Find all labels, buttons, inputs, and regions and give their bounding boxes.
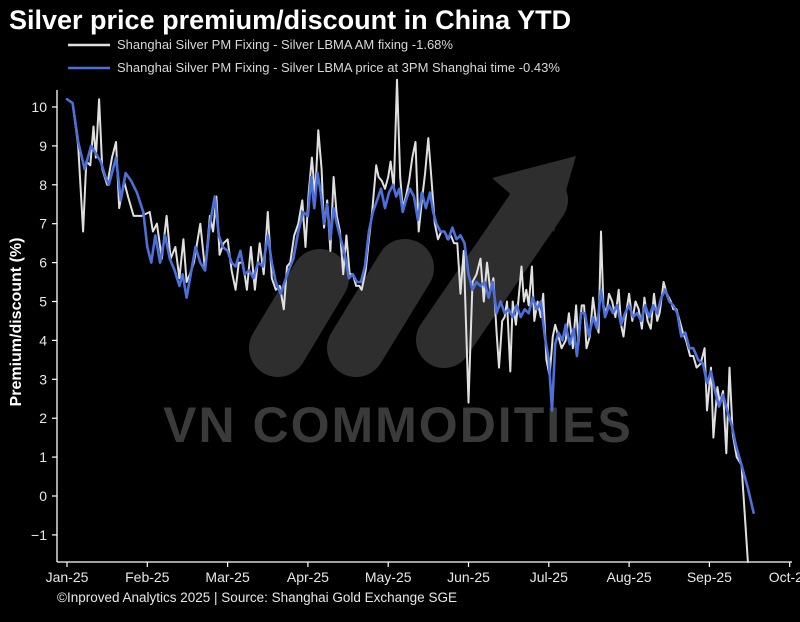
watermark: VN COMMODITIES <box>163 156 633 453</box>
y-tick-label: 2 <box>39 410 47 426</box>
x-tick-label: Apr-25 <box>287 569 329 585</box>
chart-title: Silver price premium/discount in China Y… <box>9 5 571 35</box>
y-tick-label: 6 <box>39 255 47 271</box>
y-axis-ticks: −1 0 1 2 3 4 5 6 7 8 9 10 <box>31 99 57 543</box>
x-axis-ticks: Jan-25 Feb-25 Mar-25 Apr-25 May-25 Jun-25 Jul-… <box>46 562 800 585</box>
x-tick-label: Jun-25 <box>447 569 490 585</box>
watermark-arrow-shaft <box>416 172 568 368</box>
x-tick-label: Aug-25 <box>607 569 652 585</box>
y-axis-label: Premium/discount (%) <box>8 238 25 407</box>
series-line-am-fixing <box>66 78 749 564</box>
y-tick-label: 1 <box>39 449 47 465</box>
x-tick-label: Sep-25 <box>687 569 732 585</box>
watermark-bar-1 <box>249 249 349 377</box>
series-line-3pm-price <box>65 97 755 514</box>
y-tick-label: 3 <box>39 371 47 387</box>
legend: Shanghai Silver PM Fixing - Silver LBMA … <box>68 37 560 75</box>
x-tick-label: Feb-25 <box>125 569 170 585</box>
x-tick-label: Jul-25 <box>530 569 568 585</box>
watermark-bar-2 <box>327 239 434 377</box>
y-tick-label: 5 <box>39 294 47 310</box>
y-tick-label: 10 <box>31 99 47 115</box>
series-group <box>65 78 755 564</box>
y-tick-label: 0 <box>39 488 47 504</box>
source-footer: ©Inproved Analytics 2025 | Source: Shang… <box>57 590 457 605</box>
y-tick-label: 7 <box>39 216 47 232</box>
legend-label-am: Shanghai Silver PM Fixing - Silver LBMA … <box>117 37 453 52</box>
watermark-text: VN COMMODITIES <box>163 397 633 453</box>
y-tick-label: 8 <box>39 177 47 193</box>
legend-label-3pm: Shanghai Silver PM Fixing - Silver LBMA … <box>117 60 560 75</box>
watermark-arrow-head <box>492 156 576 232</box>
y-tick-label: −1 <box>31 527 47 543</box>
y-tick-label: 9 <box>39 138 47 154</box>
x-tick-label: May-25 <box>365 569 412 585</box>
y-tick-label: 4 <box>39 332 47 348</box>
x-tick-label: Oct-25 <box>769 569 800 585</box>
x-tick-label: Mar-25 <box>205 569 250 585</box>
x-tick-label: Jan-25 <box>46 569 89 585</box>
